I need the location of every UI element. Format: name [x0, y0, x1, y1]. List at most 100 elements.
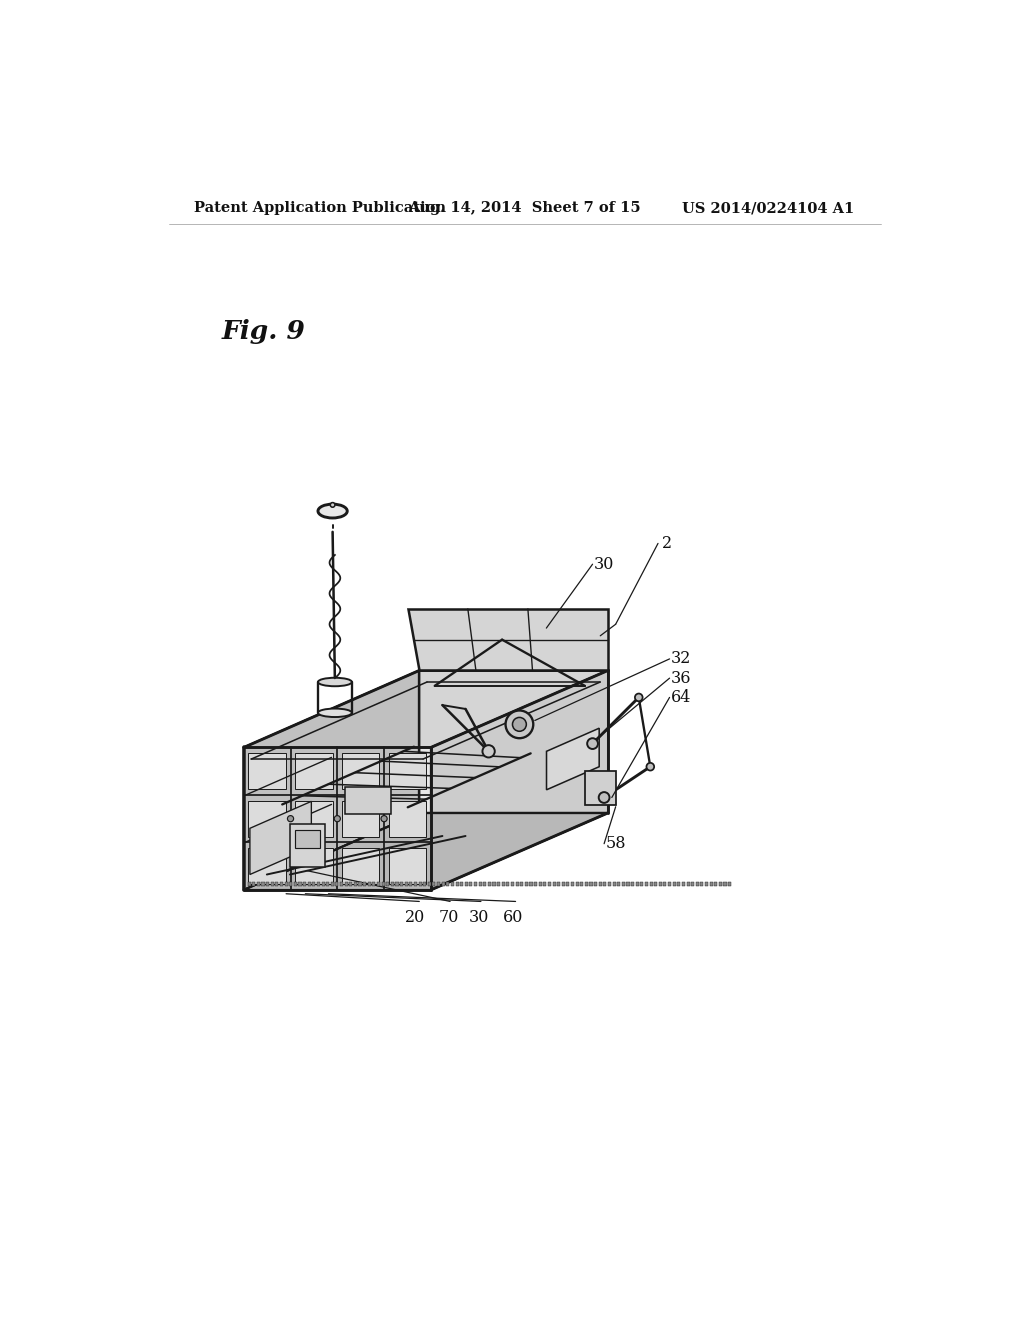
Polygon shape [431, 671, 608, 890]
Bar [419, 882, 422, 886]
Circle shape [587, 738, 598, 748]
Text: 58: 58 [605, 836, 626, 853]
Bar [303, 882, 306, 886]
Polygon shape [249, 754, 286, 789]
Polygon shape [244, 747, 431, 890]
Bar [695, 882, 698, 886]
Text: 64: 64 [671, 689, 691, 706]
Text: 30: 30 [468, 909, 488, 927]
Polygon shape [295, 849, 333, 884]
Bar [553, 882, 556, 886]
Bar [368, 882, 371, 886]
Bar [682, 882, 685, 886]
Bar [414, 882, 417, 886]
Text: Aug. 14, 2014  Sheet 7 of 15: Aug. 14, 2014 Sheet 7 of 15 [409, 202, 641, 215]
Bar [364, 882, 367, 886]
Bar [474, 882, 477, 886]
Bar [391, 882, 394, 886]
Bar [599, 882, 602, 886]
Bar [636, 882, 639, 886]
Bar [377, 882, 380, 886]
Bar [478, 882, 481, 886]
Bar [710, 882, 713, 886]
Bar [728, 882, 731, 886]
Bar [664, 882, 667, 886]
Polygon shape [389, 849, 426, 884]
Bar [289, 882, 292, 886]
Bar [562, 882, 565, 886]
Text: 32: 32 [671, 651, 691, 668]
Polygon shape [345, 787, 391, 813]
Polygon shape [389, 754, 426, 789]
Circle shape [506, 710, 534, 738]
Bar [535, 882, 538, 886]
Bar [298, 882, 301, 886]
Ellipse shape [331, 503, 335, 507]
Bar [423, 882, 426, 886]
Bar [539, 882, 542, 886]
Bar [331, 882, 334, 886]
Bar [571, 882, 574, 886]
Text: 2: 2 [662, 535, 672, 552]
Bar [585, 882, 588, 886]
Polygon shape [249, 849, 286, 884]
Bar [581, 882, 584, 886]
Bar [658, 882, 662, 886]
Bar [511, 882, 514, 886]
Bar [261, 882, 264, 886]
Bar [631, 882, 634, 886]
Bar [336, 882, 339, 886]
Bar [566, 882, 569, 886]
Polygon shape [244, 671, 608, 747]
Circle shape [646, 763, 654, 771]
Bar [446, 882, 450, 886]
Bar [724, 882, 727, 886]
Bar [345, 882, 348, 886]
Bar [285, 882, 288, 886]
Text: Fig. 9: Fig. 9 [221, 319, 305, 345]
Bar [686, 882, 689, 886]
Bar [266, 882, 269, 886]
Polygon shape [244, 671, 419, 890]
Bar [373, 882, 376, 886]
Bar [460, 882, 463, 886]
Bar [524, 882, 528, 886]
Bar [316, 882, 319, 886]
Bar [294, 882, 297, 886]
Bar [451, 882, 454, 886]
Text: 30: 30 [594, 556, 614, 573]
Polygon shape [290, 825, 325, 867]
Bar [312, 882, 315, 886]
Bar [410, 882, 413, 886]
Bar [400, 882, 403, 886]
Ellipse shape [318, 677, 352, 686]
Bar [645, 882, 648, 886]
Bar [395, 882, 398, 886]
Bar [673, 882, 676, 886]
Circle shape [334, 816, 340, 822]
Bar [497, 882, 500, 886]
Circle shape [482, 744, 495, 758]
Polygon shape [244, 813, 608, 890]
Polygon shape [408, 609, 608, 671]
Bar [529, 882, 532, 886]
Bar [548, 882, 551, 886]
Bar [649, 882, 652, 886]
Bar [557, 882, 560, 886]
Bar [456, 882, 459, 886]
Bar [469, 882, 472, 886]
Bar [640, 882, 643, 886]
Bar [677, 882, 680, 886]
Bar [627, 882, 630, 886]
Bar [322, 882, 325, 886]
Circle shape [599, 792, 609, 803]
Bar [483, 882, 486, 886]
Polygon shape [585, 771, 615, 805]
Polygon shape [342, 849, 380, 884]
Bar [691, 882, 694, 886]
Bar [441, 882, 444, 886]
Bar [270, 882, 273, 886]
Bar [428, 882, 431, 886]
Bar [386, 882, 389, 886]
Bar [280, 882, 283, 886]
